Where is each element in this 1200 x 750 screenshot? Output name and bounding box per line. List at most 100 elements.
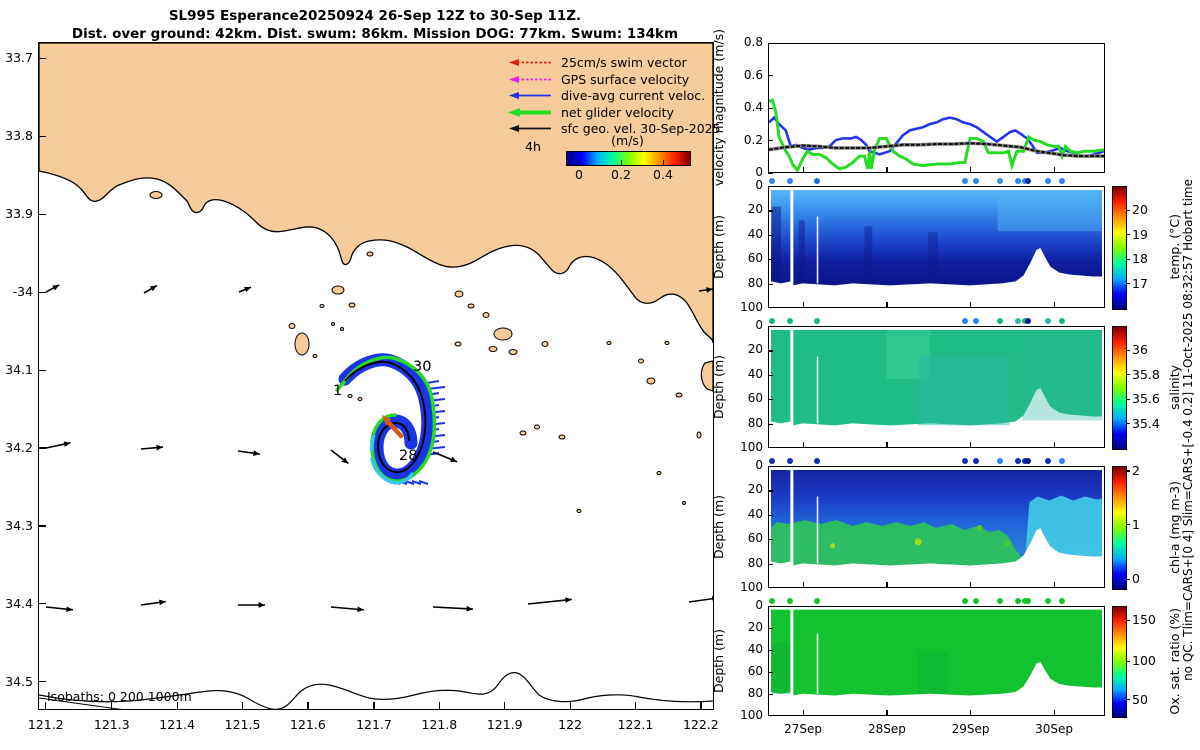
legend-item-label: net glider velocity [561, 104, 674, 120]
surface-fix-dot [1045, 458, 1052, 464]
surface-fix-dot [996, 318, 1003, 324]
colorbar-tick [1126, 619, 1130, 621]
surface-fix-dot [1015, 178, 1022, 184]
surface-fix-dot [1015, 318, 1022, 324]
map-ytick-label: 34.1 [5, 362, 33, 377]
surface-fix-dot [1022, 458, 1029, 464]
processing-note-wrap: no QC. Tlim=CARS+[0 4] Slim=CARS+[-0.4 0… [1178, 120, 1198, 740]
track-black-line [344, 360, 427, 474]
depth-tick-label: 40 [747, 506, 763, 521]
surface-fix-dot [1058, 598, 1065, 604]
map-xtick-label: 121.4 [159, 717, 196, 732]
oxygen-field [770, 609, 1103, 696]
time-tick-label: 28Sep [868, 722, 906, 736]
surface-fix-dot [996, 598, 1003, 604]
svg-text:30: 30 [413, 359, 431, 375]
velocity-ytick [768, 140, 773, 142]
colorbar-tick [1126, 349, 1130, 352]
legend-item-label: 25cm/s swim vector [561, 55, 687, 70]
map-ytick [39, 525, 46, 527]
colorbar-tick-label: 19 [1132, 226, 1148, 242]
velocity-ytick [768, 172, 773, 174]
legend-item-label: GPS surface velocity [561, 71, 690, 87]
colorbar-salinity [1112, 326, 1127, 450]
legend-colorbar-tick-label: 0.4 [653, 167, 673, 182]
colorbar-tick-label: 35.8 [1132, 366, 1160, 382]
time-tick [802, 442, 804, 448]
track-dive-avg-band [338, 353, 435, 482]
depth-tick [768, 374, 773, 376]
surface-fix-dot [1025, 178, 1032, 184]
velocity-plot-box [768, 43, 1105, 173]
isobaths-label: Isobaths: 0 200 1000m [47, 689, 192, 704]
track-cyan-segment [370, 457, 414, 485]
colorbar-tick [1126, 398, 1130, 400]
surface-fix-dot [769, 458, 776, 464]
time-tick [970, 582, 972, 588]
time-tick [1053, 582, 1055, 588]
surface-fix-dot [972, 178, 979, 184]
map-xtick-label: 121.9 [486, 717, 523, 732]
depth-ylabel: Depth (m) [710, 495, 726, 559]
depth-tick [768, 672, 773, 674]
islands [149, 191, 702, 513]
surface-fix-dot [996, 458, 1003, 464]
glider-track [335, 353, 446, 485]
velocity-lines-svg [769, 97, 1104, 172]
map-ytick [39, 681, 46, 683]
time-tick [802, 710, 804, 716]
colorbar-ox [1112, 606, 1127, 718]
oxygen-plot-box [768, 606, 1105, 716]
map-ytick [39, 447, 46, 449]
map-xtick-label: 121.5 [224, 717, 261, 732]
panel-oxygen: Depth (m) 0 20 40 60 80 100 27Sep 28Sep 29Sep 30Se… [711, 598, 1182, 736]
velocity-xtick [970, 167, 972, 173]
depth-tick-label: 0 [755, 178, 763, 192]
legend-arrow-icon [509, 75, 551, 83]
surface-fix-dot [1015, 458, 1022, 464]
time-tick [886, 582, 888, 588]
depth-tick-label: 0 [755, 458, 763, 472]
geostrophic-arrows [45, 284, 713, 613]
legend-item: 25cm/s swim vector [507, 55, 687, 70]
map-xtick [569, 702, 571, 709]
svg-text:1: 1 [333, 383, 342, 399]
map-plot: 1 30 28 25cm/s swim vector GPS surface velo… [5, 42, 721, 732]
colorbar-tick [1126, 470, 1130, 472]
surface-fix-dot [1022, 178, 1029, 184]
surface-fix-dot [769, 598, 776, 604]
depth-tick-label: 0 [755, 598, 763, 612]
surface-fix-dot [1025, 318, 1032, 324]
velocity-series-sfc-geo-vel-sep- [769, 142, 1104, 158]
colorbar-tick-label: 0 [1132, 571, 1140, 587]
map-xtick [307, 702, 309, 709]
surface-fix-dot [786, 318, 793, 324]
surface-fix-dot [962, 598, 969, 604]
depth-tick-label: 20 [747, 620, 763, 634]
colorbar-tick-label: 150 [1132, 612, 1156, 628]
map-xtick [438, 702, 441, 709]
legend-item: GPS surface velocity [507, 72, 689, 87]
velocity-ytick-label: 0.2 [743, 132, 763, 147]
map-xtick-label: 121.6 [290, 717, 326, 732]
depth-tick-label: 100 [740, 300, 763, 314]
legend-colorbar-tick [663, 160, 665, 165]
surface-fix-dot [1045, 178, 1052, 184]
velocity-ytick [768, 107, 773, 109]
legend-arrow-icon [509, 92, 551, 99]
velocity-ylabel: velocity magnitude (m/s) [710, 29, 726, 187]
map-xtick [634, 702, 637, 709]
salinity-field [770, 329, 1103, 426]
colorbar-tick [1126, 234, 1130, 236]
surface-fix-dot [1045, 598, 1052, 604]
map-ytick-label: 34.2 [5, 439, 33, 455]
salinity-plot-box [768, 326, 1105, 448]
map-ytick-label: 34.4 [5, 595, 33, 611]
velocity-series-dive-avg-current-veloc- [769, 115, 1104, 158]
map-xtick [373, 702, 375, 709]
depth-tick-label: 80 [747, 415, 763, 430]
surface-fix-dot [1045, 318, 1052, 324]
depth-tick [768, 423, 773, 425]
surface-fix-dot [1025, 458, 1032, 464]
surface-fix-dot [1058, 318, 1065, 324]
